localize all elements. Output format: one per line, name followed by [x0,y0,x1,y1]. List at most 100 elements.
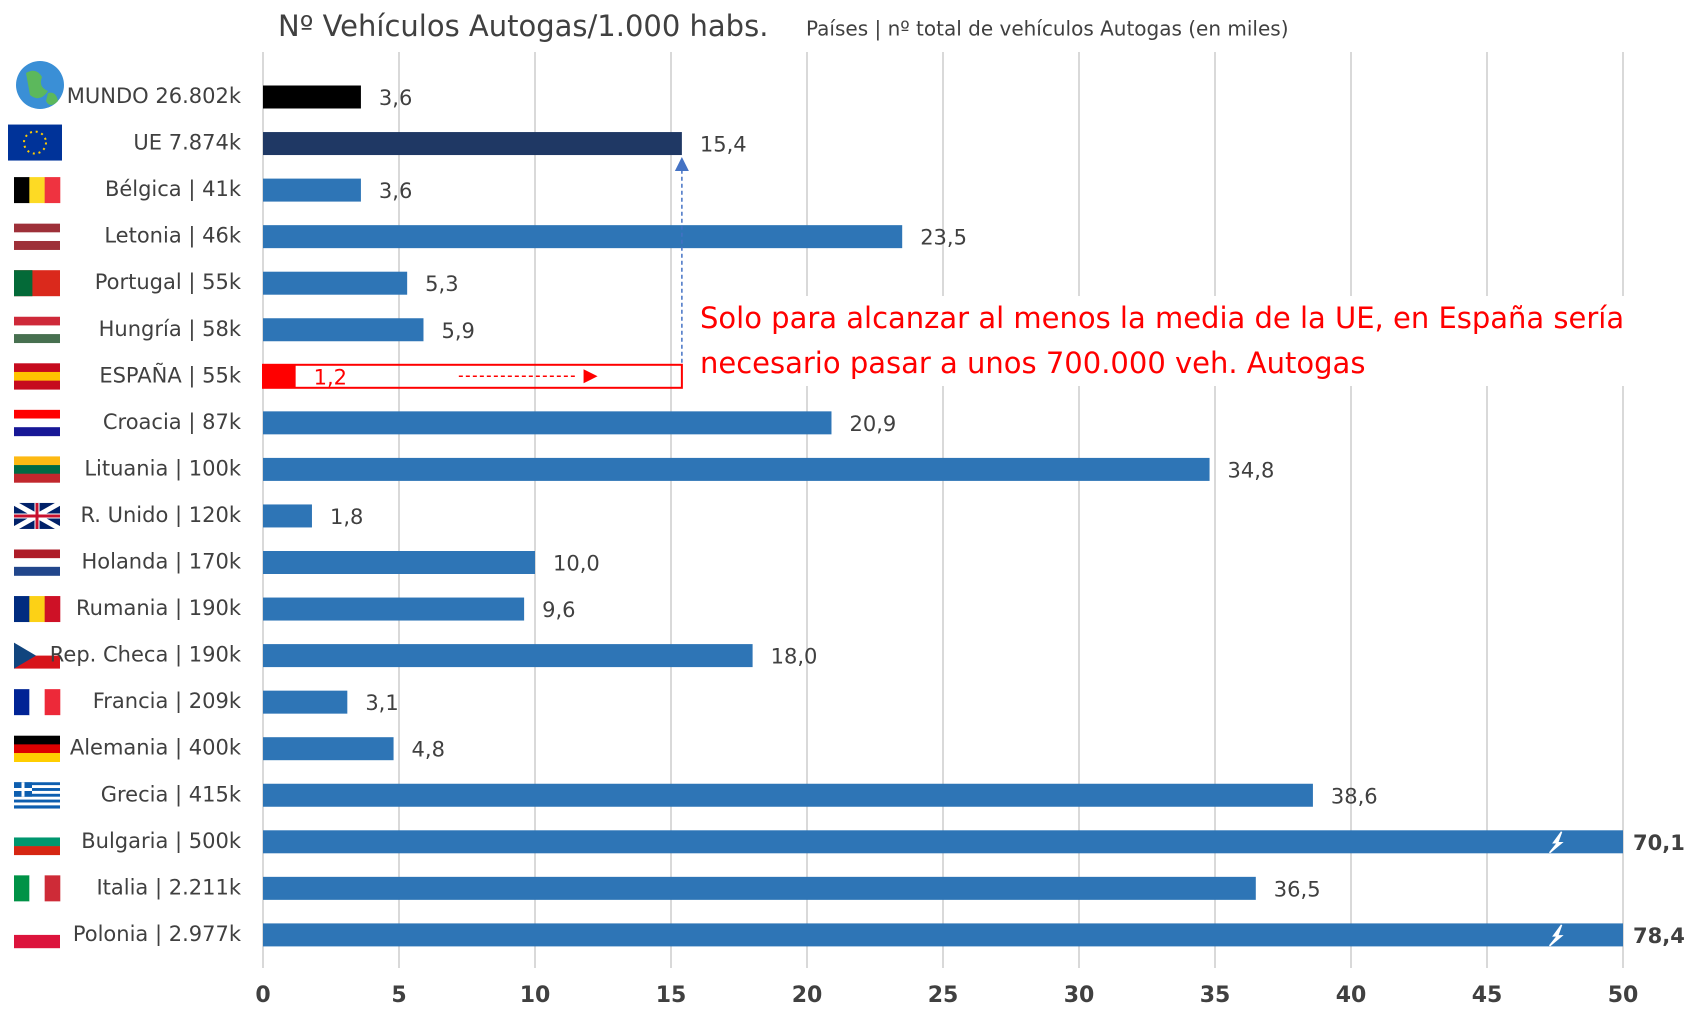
bar [263,457,1210,481]
bar [263,318,424,342]
data-label: 78,4 [1633,924,1685,948]
data-label: 15,4 [700,133,747,157]
flag [14,223,60,233]
flag [14,418,60,428]
y-tick-label: Rep. Checa | 190k [50,643,242,668]
flag [14,799,60,803]
data-label: 4,8 [412,738,445,762]
data-label: 5,9 [441,319,474,343]
flag [14,363,60,373]
y-tick-label: Alemania | 400k [70,736,242,761]
flag [14,232,60,242]
data-label: 1,2 [314,365,347,389]
chart-subtitle: Países | nº total de vehículos Autogas (… [806,17,1289,41]
flag [14,558,60,568]
flag [14,334,60,344]
flag [14,793,60,797]
data-label: 38,6 [1331,784,1378,808]
bar [263,504,312,528]
flag [14,549,60,559]
data-label: 18,0 [771,645,818,669]
flag [44,689,61,716]
bars [263,85,1623,947]
x-tick-label: 35 [1200,983,1231,1008]
flag [14,753,60,762]
y-tick-label: Grecia | 415k [101,782,242,807]
arrow-head [674,157,689,172]
flag [14,270,33,297]
y-tick-label: Italia | 2.211k [96,875,241,900]
globe-land [26,70,58,105]
bar [263,411,832,435]
flag [8,124,62,161]
flag [14,828,60,838]
x-tick-label: 40 [1336,983,1367,1008]
x-tick-label: 0 [255,983,270,1008]
flag [14,735,60,745]
break-mark [1548,924,1564,947]
flag [29,596,45,623]
data-label: 23,5 [920,226,967,250]
flag [44,596,61,623]
y-tick-label: Bulgaria | 500k [81,829,242,854]
flag [14,846,60,856]
x-tick-label: 45 [1472,983,1503,1008]
y-tick-label: Holanda | 170k [81,550,241,575]
bar [263,830,1623,854]
data-label: 36,5 [1274,877,1321,901]
y-tick-label: R. Unido | 120k [80,503,241,528]
y-tick-label: Letonia | 46k [104,224,241,249]
flag [14,788,60,792]
flag [29,875,45,902]
flag [14,240,60,250]
flag [14,875,30,902]
x-tick-label: 5 [391,983,406,1008]
bar [263,271,408,295]
x-tick-label: 50 [1608,983,1639,1008]
flag [14,802,60,806]
x-tick-label: 25 [928,983,959,1008]
arrow-head [583,369,598,384]
data-label: 3,6 [379,179,412,203]
bar [263,597,525,621]
grid [262,52,1624,968]
bar [263,551,535,574]
data-label: 34,8 [1228,458,1275,482]
x-tick-label: 20 [792,983,823,1008]
flag [14,782,60,786]
data-label: 3,6 [379,86,412,110]
y-tick-label: Croacia | 87k [103,410,242,435]
data-label: 9,6 [542,598,575,622]
flag [14,456,60,466]
flag [14,316,60,326]
bar [263,364,296,388]
flag-cross [14,502,60,529]
x-tick-label: 30 [1064,983,1095,1008]
bar [263,178,361,202]
flag [14,380,60,390]
flag [14,371,60,381]
flag [14,566,60,576]
x-tick-label: 10 [520,983,551,1008]
y-tick-label: Rumania | 190k [76,596,242,621]
data-label: 5,3 [425,272,458,296]
flag [14,689,30,716]
flag [14,596,30,623]
flag [14,837,60,847]
flag [14,921,60,936]
flag [14,934,60,949]
bar [263,876,1256,900]
y-tick-label: MUNDO 26.802k [67,84,242,108]
flag [14,782,32,797]
y-tick-label: Portugal | 55k [95,270,242,295]
x-tick-label: 15 [656,983,687,1008]
bar [263,923,1623,947]
bar [263,690,348,714]
annotation: Solo para alcanzar al menos la media de … [692,296,1668,386]
break-mark [1548,831,1564,854]
chart-title: Nº Vehículos Autogas/1.000 habs. [278,9,768,43]
flag [14,427,60,437]
flag-stars [23,130,47,155]
